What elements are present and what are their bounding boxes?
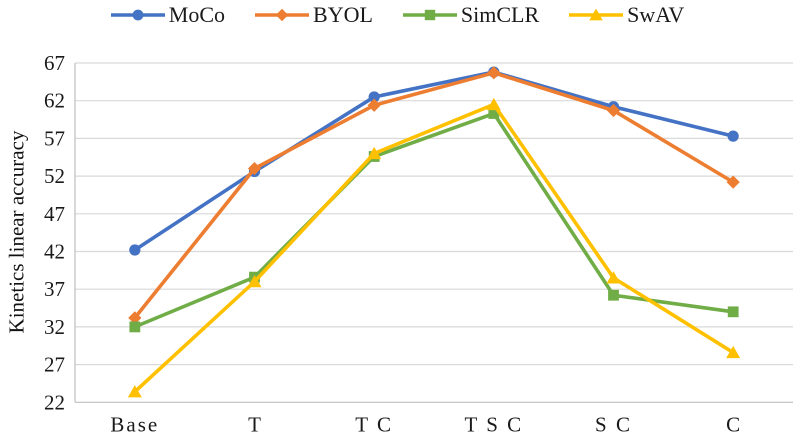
svg-text:62: 62 bbox=[44, 89, 65, 113]
legend-label-swav: SwAV bbox=[627, 2, 685, 27]
svg-text:32: 32 bbox=[44, 315, 65, 339]
svg-text:47: 47 bbox=[44, 202, 65, 226]
legend-item-moco: MoCo bbox=[110, 2, 226, 27]
svg-text:37: 37 bbox=[44, 277, 65, 301]
svg-text:T: T bbox=[248, 412, 261, 436]
series-byol bbox=[128, 66, 740, 325]
series-swav bbox=[127, 97, 741, 398]
svg-text:52: 52 bbox=[44, 164, 65, 188]
byol-diamond-marker-icon bbox=[255, 7, 310, 23]
legend-item-simclr: SimCLR bbox=[402, 2, 540, 27]
svg-text:Base: Base bbox=[110, 412, 159, 436]
gridlines bbox=[75, 62, 793, 403]
svg-text:S C: S C bbox=[595, 412, 632, 436]
svg-text:57: 57 bbox=[44, 126, 65, 150]
x-axis-tick-labels: Base T T C T S C S C C bbox=[110, 412, 740, 436]
svg-text:67: 67 bbox=[44, 51, 65, 75]
legend-label-moco: MoCo bbox=[168, 2, 226, 27]
legend-label-byol: BYOL bbox=[313, 2, 373, 27]
svg-text:42: 42 bbox=[44, 240, 65, 264]
chart-legend: MoCo BYOL SimCLR SwAV bbox=[0, 2, 795, 28]
svg-text:C: C bbox=[726, 412, 740, 436]
svg-text:27: 27 bbox=[44, 353, 65, 377]
legend-item-swav: SwAV bbox=[569, 3, 684, 27]
series-moco bbox=[129, 66, 739, 256]
legend-item-byol: BYOL bbox=[255, 3, 373, 27]
svg-text:T C: T C bbox=[355, 412, 393, 436]
y-axis-tick-labels: 22 27 32 37 42 47 52 57 62 67 bbox=[44, 51, 65, 414]
swav-triangle-marker-icon bbox=[569, 7, 624, 23]
legend-label-simclr: SimCLR bbox=[460, 2, 540, 27]
moco-circle-marker-icon bbox=[110, 7, 165, 23]
svg-text:22: 22 bbox=[44, 390, 65, 414]
simclr-square-marker-icon bbox=[402, 7, 457, 23]
svg-text:T S C: T S C bbox=[465, 412, 524, 436]
